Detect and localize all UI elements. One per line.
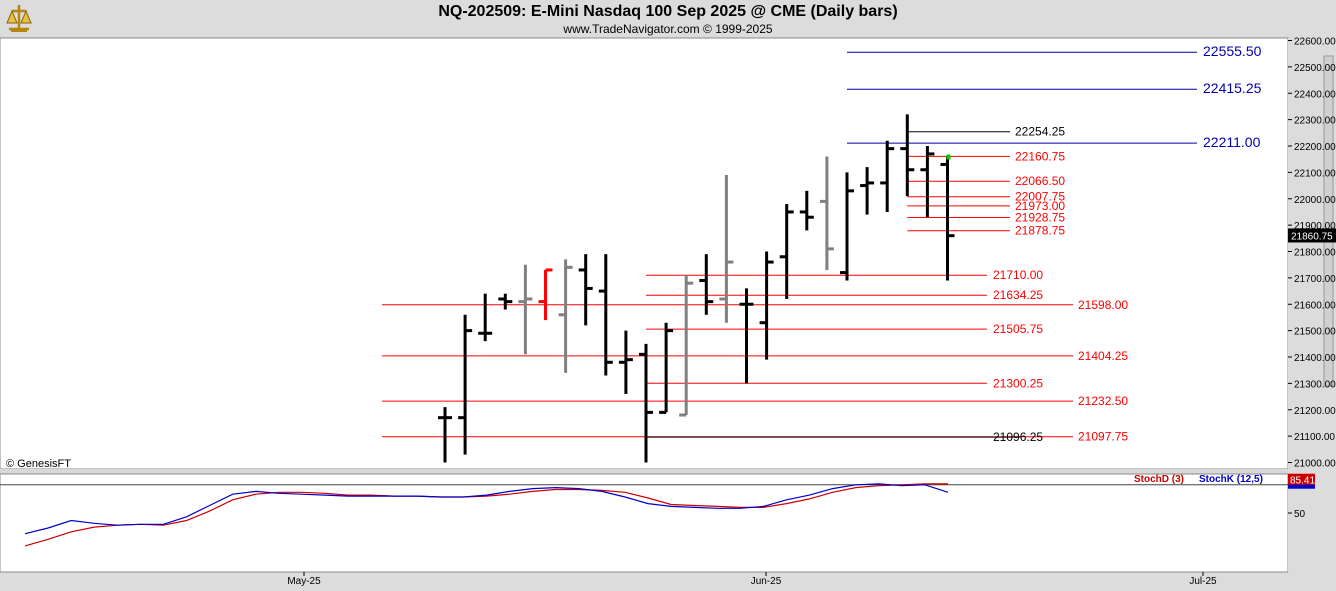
- level-label: 21300.25: [993, 376, 1043, 390]
- level-label: 21097.75: [1078, 430, 1128, 444]
- legend-entry: StochD (3): [1134, 474, 1184, 485]
- level-label: 21232.50: [1078, 394, 1128, 408]
- level-label: 22007.75: [1015, 190, 1065, 204]
- price-tick-label: 21200.00: [1294, 406, 1336, 417]
- price-tick-label: 21800.00: [1294, 248, 1336, 259]
- price-tick-label: 21000.00: [1294, 459, 1336, 470]
- panel-separator[interactable]: [0, 469, 1288, 474]
- chart-subtitle: www.TradeNavigator.com © 1999-2025: [563, 22, 773, 36]
- stochK-line: [24, 483, 949, 535]
- time-axis: [0, 572, 1288, 591]
- level-label: 22555.50: [1203, 43, 1262, 59]
- stoch-last-tag-k: [1288, 484, 1315, 489]
- stochastic-panel[interactable]: [0, 473, 1289, 573]
- level-label: 21505.75: [993, 322, 1043, 336]
- level-label: 21634.25: [993, 288, 1043, 302]
- price-tick-label: 22500.00: [1294, 63, 1336, 74]
- level-label: 22415.25: [1203, 80, 1262, 96]
- price-tick-label: 21400.00: [1294, 353, 1336, 364]
- level-label: 21973.00: [1015, 199, 1065, 213]
- time-tick-label: Jun-25: [751, 576, 782, 587]
- trade-navigator-logo-icon: [4, 3, 34, 40]
- price-tick-label: 22200.00: [1294, 142, 1336, 153]
- chart-header: [0, 0, 1336, 38]
- stoch-tick-label: 50: [1294, 509, 1306, 520]
- price-panel[interactable]: [0, 37, 1289, 470]
- price-tick-label: 22400.00: [1294, 89, 1336, 100]
- level-label: 22211.00: [1203, 134, 1261, 150]
- last-price-label: 21860.75: [1291, 231, 1333, 242]
- price-tick-label: 21700.00: [1294, 274, 1336, 285]
- stoch-last-tag: [1288, 473, 1315, 486]
- level-label: 21878.75: [1015, 224, 1065, 238]
- level-label: 22066.50: [1015, 174, 1065, 188]
- price-tick-label: 21600.00: [1294, 300, 1336, 311]
- last-price-tag: [1288, 228, 1336, 243]
- price-tick-label: 22300.00: [1294, 116, 1336, 127]
- level-label: 22160.75: [1015, 149, 1065, 163]
- level-label: 21096.25: [993, 430, 1043, 444]
- stochD-line: [24, 483, 948, 547]
- price-tick-label: 21500.00: [1294, 327, 1336, 338]
- price-tick-label: 22600.00: [1294, 37, 1336, 48]
- price-axis-scroll[interactable]: [1323, 55, 1334, 387]
- level-label: 21928.75: [1015, 211, 1065, 225]
- price-tick-label: 21300.00: [1294, 379, 1336, 390]
- legend-entry: StochK (12,5): [1199, 474, 1263, 485]
- stoch-last-label: 85.41: [1290, 476, 1315, 487]
- level-label: 21404.25: [1078, 349, 1128, 363]
- chart-title: NQ-202509: E-Mini Nasdaq 100 Sep 2025 @ …: [438, 3, 898, 20]
- level-label: 21598.00: [1078, 298, 1128, 312]
- level-label: 22254.25: [1015, 125, 1065, 139]
- level-label: 21710.00: [993, 268, 1043, 282]
- time-tick-label: May-25: [287, 576, 321, 587]
- last-bar-marker: [946, 154, 951, 160]
- watermark: © GenesisFT: [6, 458, 71, 470]
- price-tick-label: 22000.00: [1294, 195, 1336, 206]
- time-tick-label: Jul-25: [1189, 576, 1217, 587]
- price-tick-label: 21900.00: [1294, 221, 1336, 232]
- price-tick-label: 21100.00: [1294, 432, 1335, 443]
- price-tick-label: 22100.00: [1294, 168, 1336, 179]
